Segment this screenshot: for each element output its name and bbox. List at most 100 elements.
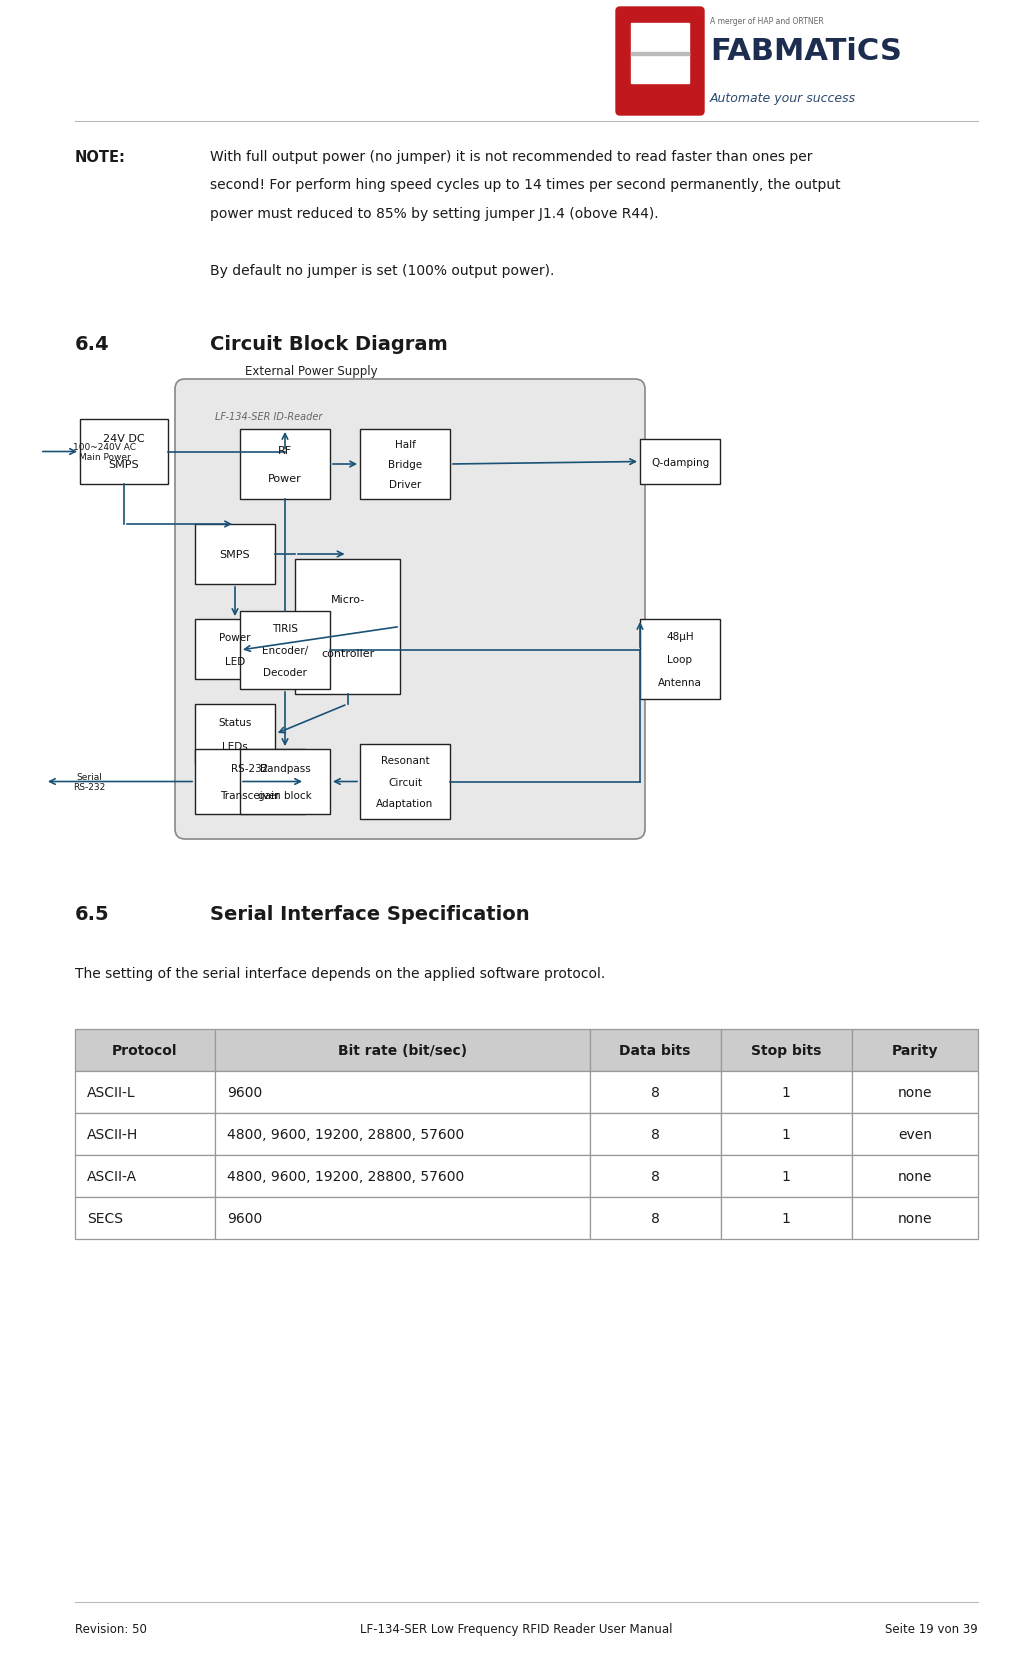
Text: Micro-: Micro-	[331, 595, 365, 605]
Text: FABMATiCS: FABMATiCS	[710, 36, 902, 66]
Text: NOTE:: NOTE:	[75, 149, 126, 166]
Text: Revision: 50: Revision: 50	[75, 1622, 147, 1635]
Text: even: even	[898, 1127, 932, 1142]
Text: 8: 8	[651, 1170, 660, 1183]
Text: Circuit: Circuit	[388, 777, 422, 787]
Text: 8: 8	[651, 1085, 660, 1099]
Bar	[590, 1155, 721, 1198]
Bar	[721, 1072, 851, 1114]
Text: 8: 8	[651, 1211, 660, 1225]
Bar	[721, 1198, 851, 1239]
Text: Data bits: Data bits	[620, 1044, 691, 1057]
Bar	[721, 1029, 851, 1072]
FancyBboxPatch shape	[640, 439, 720, 486]
Text: Q-damping: Q-damping	[651, 457, 709, 467]
Text: Circuit Block Diagram: Circuit Block Diagram	[210, 335, 447, 355]
Text: Seite 19 von 39: Seite 19 von 39	[885, 1622, 978, 1635]
Text: 1: 1	[782, 1211, 790, 1225]
Text: Bridge: Bridge	[388, 459, 422, 469]
Text: SMPS: SMPS	[220, 550, 250, 560]
FancyBboxPatch shape	[80, 419, 168, 486]
Bar	[851, 1198, 978, 1239]
Text: none: none	[898, 1211, 932, 1225]
Text: 6.5: 6.5	[75, 905, 109, 923]
Text: Power: Power	[269, 474, 302, 484]
FancyBboxPatch shape	[240, 749, 330, 815]
Text: Status: Status	[218, 717, 252, 727]
Text: 4800, 9600, 19200, 28800, 57600: 4800, 9600, 19200, 28800, 57600	[227, 1127, 464, 1142]
FancyBboxPatch shape	[295, 560, 400, 694]
Text: 9600: 9600	[227, 1085, 262, 1099]
Bar	[215, 1114, 590, 1155]
Bar	[590, 1198, 721, 1239]
Text: Half: Half	[395, 439, 415, 449]
Text: none: none	[898, 1170, 932, 1183]
Text: Loop: Loop	[667, 655, 692, 664]
Text: Resonant: Resonant	[381, 756, 430, 766]
FancyBboxPatch shape	[195, 749, 305, 815]
Text: Power: Power	[219, 633, 251, 643]
Text: SECS: SECS	[87, 1211, 123, 1225]
Text: Protocol: Protocol	[113, 1044, 178, 1057]
FancyBboxPatch shape	[616, 8, 705, 116]
Bar	[75, 1072, 215, 1114]
Text: LED: LED	[225, 656, 245, 666]
Text: ASCII-H: ASCII-H	[87, 1127, 138, 1142]
Text: ASCII-L: ASCII-L	[87, 1085, 135, 1099]
Text: Serial
RS-232: Serial RS-232	[73, 772, 105, 792]
Text: LF-134-SER Low Frequency RFID Reader User Manual: LF-134-SER Low Frequency RFID Reader Use…	[361, 1622, 672, 1635]
Bar	[215, 1198, 590, 1239]
Bar	[721, 1155, 851, 1198]
Bar	[215, 1029, 590, 1072]
Text: power must reduced to 85% by setting jumper J1.4 (obove R44).: power must reduced to 85% by setting jum…	[210, 207, 659, 220]
Text: Antenna: Antenna	[658, 678, 702, 688]
FancyBboxPatch shape	[359, 429, 450, 500]
Text: Transceiver: Transceiver	[220, 790, 280, 800]
FancyBboxPatch shape	[240, 429, 330, 500]
Text: Stop bits: Stop bits	[751, 1044, 821, 1057]
Bar	[215, 1072, 590, 1114]
Text: TIRIS: TIRIS	[272, 623, 298, 633]
Text: With full output power (no jumper) it is not recommended to read faster than one: With full output power (no jumper) it is…	[210, 149, 813, 164]
Text: 1: 1	[782, 1085, 790, 1099]
Text: 8: 8	[651, 1127, 660, 1142]
Text: 24V DC: 24V DC	[103, 434, 145, 444]
Text: ASCII-A: ASCII-A	[87, 1170, 137, 1183]
Bar	[75, 1155, 215, 1198]
Bar	[75, 1198, 215, 1239]
Text: controller: controller	[321, 650, 374, 659]
Bar	[75, 1029, 215, 1072]
Bar	[721, 1114, 851, 1155]
Text: 1: 1	[782, 1127, 790, 1142]
Text: Driver: Driver	[388, 481, 421, 490]
FancyBboxPatch shape	[195, 704, 275, 764]
Text: 100~240V AC
Main Power: 100~240V AC Main Power	[73, 442, 136, 462]
Text: 48μH: 48μH	[666, 631, 694, 641]
Bar	[590, 1114, 721, 1155]
FancyBboxPatch shape	[195, 525, 275, 585]
Text: A merger of HAP and ORTNER: A merger of HAP and ORTNER	[710, 17, 823, 27]
FancyBboxPatch shape	[240, 611, 330, 689]
Text: 1: 1	[782, 1170, 790, 1183]
Text: Serial Interface Specification: Serial Interface Specification	[210, 905, 530, 923]
Bar	[631, 53, 689, 56]
Text: SMPS: SMPS	[108, 461, 139, 471]
Text: Decoder: Decoder	[263, 668, 307, 678]
Bar	[851, 1029, 978, 1072]
Text: By default no jumper is set (100% output power).: By default no jumper is set (100% output…	[210, 263, 555, 278]
Text: Parity: Parity	[891, 1044, 938, 1057]
Text: External Power Supply: External Power Supply	[245, 365, 378, 378]
Text: The setting of the serial interface depends on the applied software protocol.: The setting of the serial interface depe…	[75, 966, 605, 981]
Bar	[851, 1072, 978, 1114]
Bar	[75, 1114, 215, 1155]
Text: Encoder/: Encoder/	[262, 646, 308, 656]
Text: gain block: gain block	[258, 790, 312, 800]
Text: RF: RF	[278, 446, 292, 456]
Text: none: none	[898, 1085, 932, 1099]
Bar	[215, 1155, 590, 1198]
Text: Bit rate (bit/sec): Bit rate (bit/sec)	[338, 1044, 467, 1057]
Bar	[590, 1072, 721, 1114]
FancyBboxPatch shape	[175, 379, 645, 840]
Text: 6.4: 6.4	[75, 335, 109, 355]
FancyBboxPatch shape	[195, 620, 275, 679]
